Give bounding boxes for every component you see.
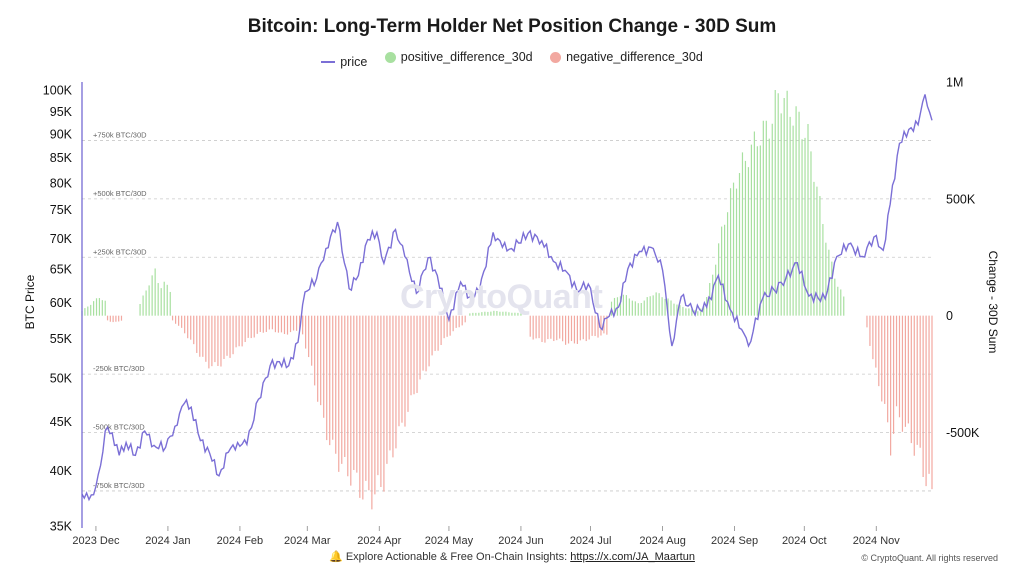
left-tick-label: 100K [43,84,73,98]
left-tick-label: 35K [50,520,73,534]
reference-line-label: -250k BTC/30D [93,364,145,373]
left-tick-label: 70K [50,232,73,246]
right-axis-title: Change - 30D Sum [986,251,1000,354]
right-tick-label: 1M [946,76,963,90]
left-tick-label: 40K [50,464,73,478]
x-tick-label: 2024 Mar [284,535,331,547]
x-tick-label: 2024 May [425,535,474,547]
right-tick-label: -500K [946,426,980,440]
left-tick-label: 50K [50,371,73,385]
legend-label-negative: negative_difference_30d [566,50,703,64]
x-tick-label: 2024 Oct [782,535,827,547]
x-tick-label: 2024 Jun [498,535,543,547]
price-line [81,94,933,502]
left-tick-label: 75K [50,203,73,217]
positive-bars [81,90,845,316]
right-tick-label: 0 [946,309,953,323]
legend-swatch-price [321,60,336,63]
left-tick-label: 90K [50,127,73,141]
left-tick-label: 65K [50,263,73,277]
reference-line-label: +500k BTC/30D [93,189,147,198]
legend: price positive_difference_30d negative_d… [0,50,1024,69]
legend-item-negative[interactable]: negative_difference_30d [550,50,703,64]
left-tick-label: 45K [50,415,73,429]
axes: 35K 40K 45K 50K 55K 60K 65K 70K 75K 80K 85K 90K 95K 1… [23,76,1000,548]
footer-link[interactable]: https://x.com/JA_Maartun [570,551,695,563]
legend-item-positive[interactable]: positive_difference_30d [384,50,533,64]
legend-swatch-positive [384,51,396,63]
left-tick-label: 55K [50,332,73,346]
negative-bars [106,315,933,510]
footer: 🔔 Explore Actionable & Free On-Chain Ins… [0,550,1024,563]
legend-item-price[interactable]: price [321,55,367,69]
left-tick-label: 60K [50,296,73,310]
left-tick-label: 85K [50,151,73,165]
x-tick-label: 2023 Dec [72,535,120,547]
reference-line-label: -500k BTC/30D [93,423,145,432]
right-tick-label: 500K [946,192,976,206]
x-tick-label: 2024 Jul [570,535,612,547]
legend-label-positive: positive_difference_30d [400,50,533,64]
copyright: © CryptoQuant. All rights reserved [861,553,998,563]
x-tick-label: 2024 Sep [711,535,758,547]
left-axis-title: BTC Price [23,274,37,329]
x-tick-label: 2024 Apr [357,535,401,547]
reference-line-label: -750k BTC/30D [93,481,145,490]
watermark: CryptoQuant [400,278,603,316]
x-tick-label: 2024 Nov [853,535,901,547]
bell-icon: 🔔 [329,551,343,563]
legend-swatch-negative [550,51,562,63]
footer-text: Explore Actionable & Free On-Chain Insig… [345,551,571,563]
chart-title: Bitcoin: Long-Term Holder Net Position C… [247,16,777,37]
price-line-group [81,94,933,502]
legend-label-price: price [340,54,368,69]
left-tick-label: 80K [50,176,73,190]
reference-line-label: +750k BTC/30D [93,130,147,139]
x-tick-label: 2024 Aug [639,535,686,547]
x-tick-label: 2024 Feb [217,535,263,547]
left-tick-label: 95K [50,105,73,119]
x-tick-label: 2024 Jan [145,535,190,547]
reference-line-label: +250k BTC/30D [93,247,147,256]
